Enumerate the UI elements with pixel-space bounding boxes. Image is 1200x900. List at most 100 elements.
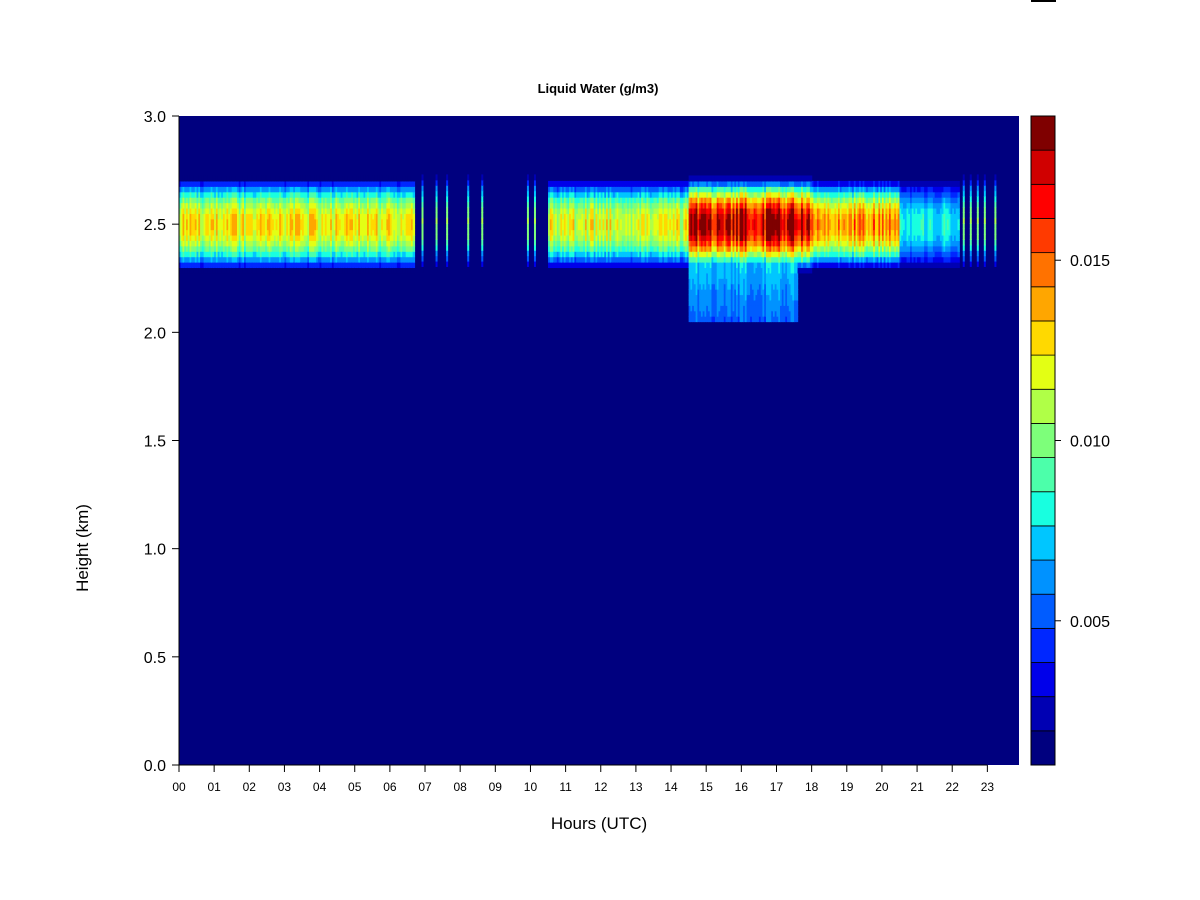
heatmap-cell xyxy=(711,310,714,317)
heatmap-cell xyxy=(700,207,704,214)
heatmap-cell xyxy=(758,191,762,198)
heatmap-cell xyxy=(706,299,709,306)
heatmap-cell xyxy=(553,229,556,236)
heatmap-cell xyxy=(249,229,252,236)
heatmap-cell xyxy=(700,316,704,323)
heatmap-cell xyxy=(627,180,630,187)
heatmap-cell xyxy=(384,197,387,204)
heatmap-cell xyxy=(187,175,191,182)
heatmap-cell xyxy=(757,272,760,279)
heatmap-cell xyxy=(352,224,356,231)
heatmap-cell xyxy=(646,229,649,236)
heatmap-cell xyxy=(588,229,591,236)
heatmap-cell xyxy=(184,213,187,220)
heatmap-cell xyxy=(229,197,233,204)
heatmap-cell xyxy=(310,186,314,193)
heatmap-cell xyxy=(714,234,718,241)
heatmap-cell xyxy=(743,218,746,225)
heatmap-cell xyxy=(374,256,377,263)
heatmap-cell xyxy=(196,202,199,209)
heatmap-cell xyxy=(340,207,344,214)
heatmap-cell xyxy=(567,245,570,252)
heatmap-cell xyxy=(714,245,718,252)
heatmap-cell xyxy=(238,191,242,198)
heatmap-cell xyxy=(236,197,240,204)
heatmap-cell xyxy=(410,186,414,193)
heatmap-cell xyxy=(671,256,674,263)
heatmap-cell xyxy=(734,267,737,274)
heatmap-cell xyxy=(613,191,616,198)
heatmap-cell xyxy=(765,294,769,301)
heatmap-cell xyxy=(331,202,335,209)
heatmap-cell xyxy=(607,245,611,252)
heatmap-cell xyxy=(302,240,305,247)
heatmap-cell xyxy=(767,310,771,317)
heatmap-cell xyxy=(349,180,352,187)
heatmap-cell xyxy=(201,218,205,225)
heatmap-cell xyxy=(649,224,653,231)
heatmap-cell xyxy=(655,213,658,220)
heatmap-cell xyxy=(242,191,245,198)
heatmap-cell xyxy=(588,251,591,258)
heatmap-cell xyxy=(706,267,709,274)
heatmap-cell xyxy=(743,278,746,285)
heatmap-cell xyxy=(217,213,221,220)
heatmap-cell xyxy=(606,202,609,209)
heatmap-cell xyxy=(184,186,187,193)
heatmap-cell xyxy=(400,213,403,220)
heatmap-cell xyxy=(351,234,354,241)
heatmap-cell xyxy=(714,294,718,301)
heatmap-cell xyxy=(637,224,641,231)
heatmap-cell xyxy=(660,213,663,220)
heatmap-cell xyxy=(214,213,217,220)
heatmap-cell xyxy=(706,197,709,204)
heatmap-cell xyxy=(548,256,551,263)
heatmap-cell xyxy=(560,262,563,269)
heatmap-cell xyxy=(314,262,317,269)
heatmap-cell xyxy=(678,224,681,231)
heatmap-cell xyxy=(316,224,319,231)
heatmap-cell xyxy=(333,180,337,187)
heatmap-cell xyxy=(214,197,217,204)
heatmap-cell xyxy=(614,191,618,198)
heatmap-cell xyxy=(228,224,231,231)
heatmap-cell xyxy=(352,175,356,182)
heatmap-cell xyxy=(736,310,739,317)
heatmap-cell xyxy=(644,240,648,247)
heatmap-cell xyxy=(739,294,742,301)
heatmap-cell xyxy=(767,256,771,263)
heatmap-cell xyxy=(231,213,235,220)
heatmap-cell xyxy=(252,207,256,214)
heatmap-cell xyxy=(751,202,755,209)
heatmap-cell xyxy=(412,175,416,182)
heatmap-cell xyxy=(725,251,728,258)
heatmap-cell xyxy=(337,256,340,263)
heatmap-cell xyxy=(316,256,319,263)
heatmap-cell xyxy=(732,267,735,274)
heatmap-cell xyxy=(711,234,714,241)
heatmap-cell xyxy=(235,262,238,269)
heatmap-cell xyxy=(716,289,720,296)
heatmap-cell xyxy=(344,213,347,220)
heatmap-cell xyxy=(713,283,716,290)
heatmap-cell xyxy=(683,213,686,220)
heatmap-cell xyxy=(410,240,414,247)
heatmap-cell xyxy=(734,234,737,241)
heatmap-cell xyxy=(207,267,210,274)
heatmap-cell xyxy=(379,175,382,182)
heatmap-cell xyxy=(553,256,556,263)
heatmap-cell xyxy=(377,175,380,182)
heatmap-cell xyxy=(345,229,349,236)
heatmap-cell xyxy=(646,262,649,269)
heatmap-cell xyxy=(563,186,567,193)
heatmap-cell xyxy=(409,256,412,263)
heatmap-cell xyxy=(409,218,412,225)
heatmap-cell xyxy=(722,294,725,301)
heatmap-cell xyxy=(630,240,633,247)
heatmap-cell xyxy=(760,310,764,317)
heatmap-cell xyxy=(215,267,219,274)
heatmap-cell xyxy=(688,202,691,209)
heatmap-cell xyxy=(555,202,558,209)
heatmap-cell xyxy=(662,207,665,214)
heatmap-cell xyxy=(644,256,648,263)
